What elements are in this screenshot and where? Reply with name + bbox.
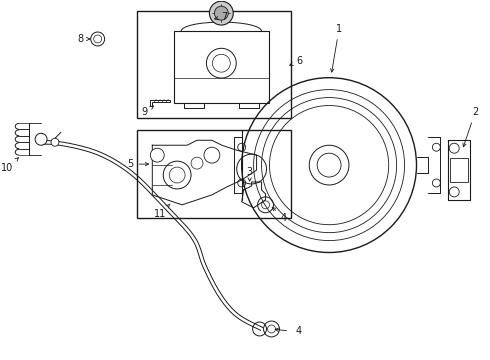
Text: 9: 9 [141,106,153,117]
Bar [174,31,269,103]
Circle shape [215,6,228,20]
Text: 1: 1 [331,24,342,72]
Polygon shape [150,100,170,105]
Text: 7: 7 [215,12,227,22]
Text: 8: 8 [78,34,90,44]
Circle shape [150,148,164,162]
Bar [137,11,292,118]
Text: 5: 5 [127,159,148,169]
Circle shape [209,1,233,25]
Text: 10: 10 [1,158,19,173]
Bar [450,158,468,182]
Text: 6: 6 [290,56,302,66]
Text: 3: 3 [246,167,253,181]
Text: 4: 4 [295,326,301,336]
Bar [137,130,292,218]
Circle shape [51,138,59,146]
Text: 11: 11 [154,204,170,219]
Circle shape [35,133,47,145]
Text: 4: 4 [272,207,287,223]
Text: 2: 2 [463,108,478,147]
